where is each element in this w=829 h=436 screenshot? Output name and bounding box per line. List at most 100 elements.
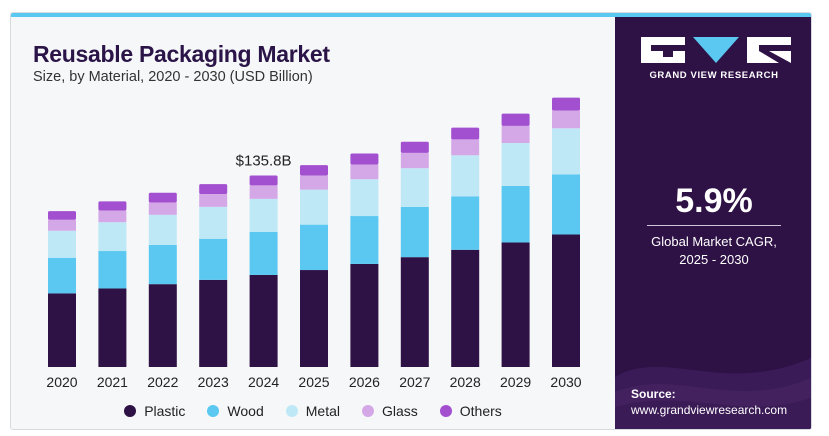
cagr-label-line1: Global Market CAGR, [651, 234, 777, 249]
bar-plastic-2025 [300, 270, 328, 367]
legend-label-others: Others [459, 403, 502, 419]
bar-wood-2027 [400, 206, 429, 258]
x-tick-label-2029: 2029 [500, 374, 531, 390]
legend-swatch-wood [207, 405, 220, 417]
bar-others-2024 [249, 175, 278, 186]
brand-name: GRAND VIEW RESEARCH [649, 70, 779, 81]
bar-wood-2029 [501, 185, 530, 243]
legend-swatch-metal [285, 405, 298, 417]
cagr-divider [647, 225, 781, 226]
bar-others-2025 [300, 165, 328, 176]
bar-others-2022 [148, 192, 177, 203]
legend-label-metal: Metal [305, 403, 340, 419]
cagr-value: 5.9% [675, 182, 753, 220]
cagr-label-line2: 2025 - 2030 [679, 252, 749, 267]
bar-metal-2030 [552, 128, 580, 175]
bar-metal-2022 [148, 214, 177, 245]
x-tick-label-2020: 2020 [46, 374, 77, 390]
bar-plastic-2029 [501, 242, 530, 367]
bar-metal-2020 [48, 230, 76, 258]
bar-metal-2029 [501, 143, 530, 186]
legend-item-plastic: Plastic [124, 403, 185, 419]
data-label-2024: $135.8B [236, 153, 292, 170]
bar-plastic-2024 [249, 274, 278, 367]
bar-others-2030 [552, 97, 580, 111]
chart-subtitle: Size, by Material, 2020 - 2030 (USD Bill… [33, 69, 313, 85]
grand-view-research-logo [641, 37, 791, 63]
bar-metal-2027 [400, 168, 429, 207]
bar-metal-2021 [98, 222, 127, 252]
bar-plastic-2027 [400, 257, 429, 367]
bar-glass-2024 [249, 185, 278, 199]
bar-metal-2028 [451, 155, 480, 197]
chart-title: Reusable Packaging Market [33, 41, 330, 67]
legend-item-others: Others [439, 403, 502, 419]
bar-wood-2030 [552, 174, 580, 235]
bar-others-2023 [199, 184, 228, 194]
info-panel: GRAND VIEW RESEARCH 5.9% Global Market C… [615, 17, 811, 429]
bar-others-2027 [400, 141, 429, 153]
x-tick-label-2030: 2030 [550, 374, 581, 390]
bar-others-2020 [48, 211, 76, 220]
bar-metal-2024 [249, 198, 278, 232]
bar-plastic-2023 [199, 279, 228, 367]
x-tick-label-2028: 2028 [450, 374, 481, 390]
bar-plastic-2026 [350, 263, 379, 367]
bar-wood-2023 [199, 238, 228, 280]
bar-metal-2023 [199, 206, 228, 239]
bar-others-2029 [501, 113, 530, 126]
bar-glass-2025 [300, 175, 328, 190]
bar-plastic-2022 [148, 284, 177, 367]
stacked-bar-chart: 2020 2021 2022 2023 2024 $135.8B 2025 2026 2027 2… [46, 97, 582, 390]
bar-plastic-2028 [451, 249, 480, 367]
bar-wood-2025 [300, 224, 328, 271]
legend-swatch-others [439, 405, 452, 417]
legend-item-glass: Glass [361, 403, 418, 419]
x-tick-label-2021: 2021 [97, 374, 128, 390]
bar-wood-2022 [148, 244, 177, 285]
bars-layer [48, 97, 580, 367]
labels-layer: 2020 2021 2022 2023 2024 $135.8B 2025 2026 2027 2… [46, 153, 581, 390]
bar-wood-2021 [98, 251, 127, 289]
legend-label-glass: Glass [381, 403, 418, 419]
legend-item-metal: Metal [285, 403, 340, 419]
legend-label-wood: Wood [227, 403, 264, 419]
x-tick-label-2023: 2023 [198, 374, 229, 390]
bar-wood-2028 [451, 196, 480, 250]
chart-card: Reusable Packaging Market Size, by Mater… [10, 12, 812, 430]
x-tick-label-2026: 2026 [349, 374, 380, 390]
x-tick-label-2024: 2024 [248, 374, 279, 390]
legend-item-wood: Wood [207, 403, 264, 419]
bar-plastic-2020 [48, 293, 76, 367]
bar-metal-2026 [350, 179, 379, 217]
bar-glass-2028 [451, 139, 480, 156]
x-tick-label-2027: 2027 [399, 374, 430, 390]
decorative-wave [615, 357, 811, 429]
accent-bar [11, 13, 811, 17]
bar-wood-2024 [249, 232, 278, 275]
bar-others-2028 [451, 127, 480, 140]
bar-glass-2029 [501, 125, 530, 144]
bar-glass-2021 [98, 210, 127, 223]
bar-glass-2022 [148, 202, 177, 215]
x-tick-label-2025: 2025 [298, 374, 329, 390]
bar-others-2021 [98, 201, 127, 211]
bar-glass-2023 [199, 193, 228, 207]
bar-wood-2026 [350, 216, 379, 264]
bar-glass-2020 [48, 219, 76, 231]
cagr-label: Global Market CAGR, 2025 - 2030 [615, 233, 811, 269]
legend-label-plastic: Plastic [144, 403, 186, 419]
chart-panel: Reusable Packaging Market Size, by Mater… [11, 17, 615, 429]
bar-plastic-2030 [552, 234, 580, 367]
bar-glass-2030 [552, 110, 580, 129]
bar-metal-2025 [300, 189, 328, 225]
x-tick-label-2022: 2022 [147, 374, 178, 390]
bar-plastic-2021 [98, 288, 127, 367]
legend-swatch-plastic [124, 405, 137, 417]
source-url[interactable]: www.grandviewresearch.com [631, 403, 788, 417]
bar-wood-2020 [48, 257, 76, 294]
bar-glass-2027 [400, 152, 429, 169]
source-label: Source: [631, 387, 676, 401]
bar-others-2026 [350, 153, 379, 165]
chart-legend: Plastic Wood Metal Glass Others [11, 401, 615, 421]
